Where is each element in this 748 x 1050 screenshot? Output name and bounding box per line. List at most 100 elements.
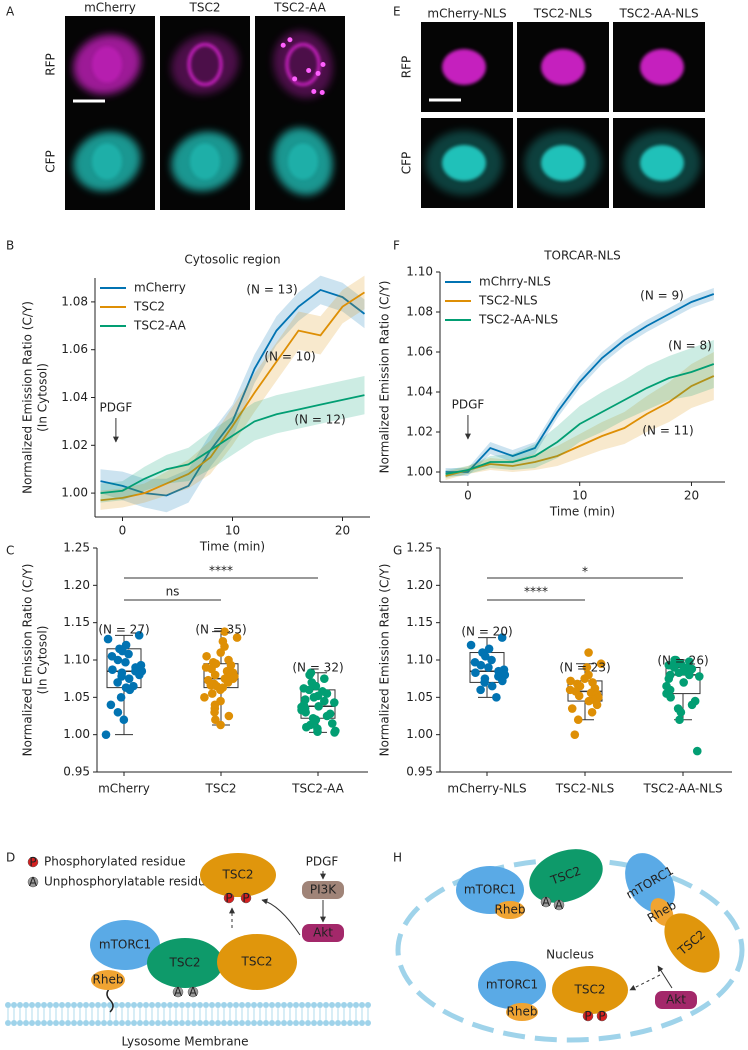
lipid — [185, 1020, 191, 1026]
micrograph — [255, 113, 345, 210]
protein-label: TSC2 — [222, 868, 254, 882]
protein-label: Akt — [666, 993, 686, 1007]
data-point — [313, 727, 322, 736]
lipid — [203, 1020, 209, 1026]
lipid — [59, 1020, 65, 1026]
lipid — [77, 1020, 83, 1026]
lipid — [167, 1002, 173, 1008]
data-point — [311, 681, 321, 691]
n-label: (N = 35) — [195, 623, 246, 637]
legend-label: TSC2-AA — [133, 319, 187, 333]
lipid — [23, 1020, 29, 1026]
protein-label: TSC2 — [169, 956, 201, 970]
x-tick-label: 0 — [119, 524, 127, 538]
residue — [172, 986, 184, 998]
puncta — [287, 37, 293, 43]
data-point — [135, 670, 144, 680]
column-label: TSC2-AA-NLS — [618, 7, 698, 21]
nuclear-envelope — [285, 43, 321, 86]
legend-label: mChrry-NLS — [479, 275, 551, 289]
lipid — [191, 1002, 197, 1008]
lipid — [119, 1020, 125, 1026]
y-tick-label: 1.00 — [406, 465, 433, 479]
y-tick-label: 1.05 — [406, 690, 433, 704]
data-point — [484, 663, 493, 672]
residue — [223, 892, 235, 904]
lipid — [83, 1020, 89, 1026]
data-point — [574, 691, 584, 701]
y-axis-label: Normalized Emission Ratio (C/Y) — [21, 301, 35, 494]
data-point — [207, 689, 217, 698]
y-tick-label: 0.95 — [406, 765, 433, 779]
lipid — [131, 1020, 137, 1026]
x-axis-label: Time (min) — [199, 540, 265, 554]
y-tick-label: 1.15 — [406, 615, 433, 629]
lipid — [233, 1002, 239, 1008]
data-point — [592, 700, 602, 710]
chart-title: Cytosolic region — [184, 253, 280, 267]
lipid — [47, 1020, 53, 1026]
n-label: (N = 9) — [640, 289, 684, 303]
lipid — [335, 1020, 341, 1026]
series-line — [445, 293, 715, 473]
lipid — [101, 1020, 107, 1026]
column-label: TSC2-AA — [273, 1, 327, 15]
panel-letter: H — [393, 851, 402, 865]
puncta — [292, 76, 298, 82]
y-tick-label: 1.00 — [61, 486, 88, 500]
data-point — [676, 707, 686, 717]
n-label: (N = 23) — [559, 661, 610, 675]
lipid — [365, 1020, 371, 1026]
micrograph — [65, 16, 155, 113]
lipid — [251, 1020, 257, 1026]
lipid — [137, 1002, 143, 1008]
data-point — [466, 640, 476, 650]
lipid — [89, 1020, 95, 1026]
lipid — [179, 1020, 185, 1026]
row-label: CFP — [400, 152, 414, 175]
x-tick-label: 10 — [572, 489, 587, 503]
data-point — [305, 670, 314, 680]
n-label: (N = 26) — [657, 654, 708, 668]
data-point — [487, 655, 496, 665]
lipid — [263, 1002, 269, 1008]
residue-label: P — [225, 891, 232, 905]
data-point — [584, 648, 593, 657]
data-point — [566, 676, 575, 686]
protein-label: PI3K — [310, 883, 337, 897]
significance-label: ns — [166, 585, 180, 599]
puncta — [319, 89, 325, 95]
protein — [302, 924, 344, 942]
lipid — [317, 1020, 323, 1026]
significance-label: **** — [524, 585, 548, 599]
data-point — [570, 730, 580, 739]
column-label: mCherry-NLS — [427, 7, 506, 21]
y-tick-label: 1.02 — [61, 438, 88, 452]
lipid — [35, 1020, 41, 1026]
data-point — [113, 707, 123, 717]
data-point — [101, 730, 111, 739]
lipid — [17, 1002, 23, 1008]
column-label: mCherry — [84, 1, 136, 15]
lipid — [323, 1020, 329, 1026]
protein-label: PDGF — [306, 855, 339, 869]
lipid — [317, 1002, 323, 1008]
residue-label: A — [174, 985, 183, 999]
data-point — [106, 700, 116, 710]
micrograph — [255, 16, 345, 113]
data-point — [113, 655, 123, 665]
lipid — [113, 1002, 119, 1008]
data-point — [322, 711, 332, 721]
lipid — [137, 1020, 143, 1026]
lipid — [149, 1002, 155, 1008]
data-point — [674, 668, 684, 677]
y-tick-label: 1.10 — [406, 265, 433, 279]
nucleus — [190, 143, 220, 180]
lipid — [293, 1002, 299, 1008]
lipid — [203, 1002, 209, 1008]
n-label: (N = 12) — [294, 413, 345, 427]
y-axis-label: (In Cytosol) — [36, 626, 50, 695]
membrane-label: Lysosome Membrane — [121, 1035, 248, 1049]
protein — [217, 934, 297, 990]
